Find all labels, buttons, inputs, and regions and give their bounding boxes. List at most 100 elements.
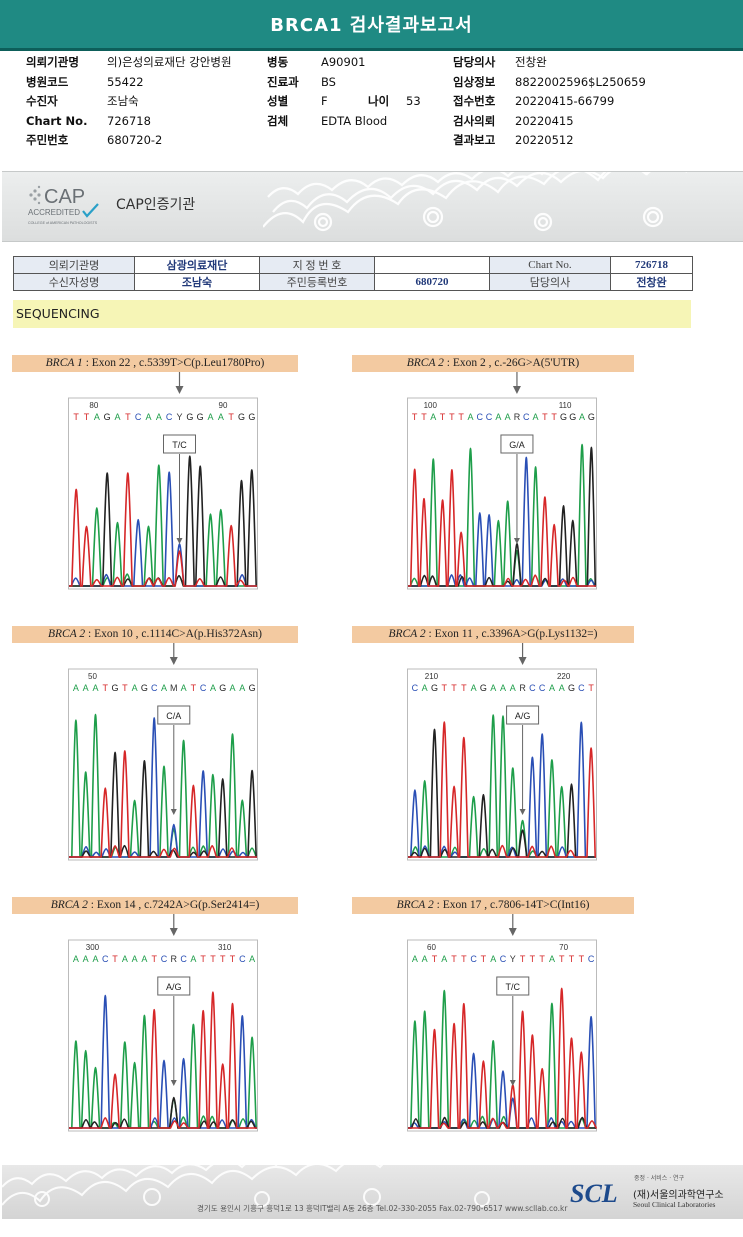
base-call: T xyxy=(520,954,526,964)
base-call: T xyxy=(230,954,236,964)
base-call: A xyxy=(467,412,473,422)
arrow-head-icon xyxy=(512,386,521,394)
trace-T xyxy=(69,472,257,587)
patient-name-value: 조남숙 xyxy=(107,94,139,108)
base-call: G xyxy=(238,412,245,422)
trace-A xyxy=(69,464,257,587)
base-call: T xyxy=(458,412,464,422)
base-call: T xyxy=(112,954,118,964)
cloud-pattern-decoration xyxy=(263,172,687,232)
clinical-info-label: 임상정보 xyxy=(453,74,496,89)
table-cell: 전창완 xyxy=(610,273,693,291)
base-call: G xyxy=(431,683,438,693)
base-call: R xyxy=(171,954,178,964)
request-date-label: 검사의뢰 xyxy=(453,113,496,128)
base-call: A xyxy=(92,683,98,693)
sequencing-section-title: SEQUENCING xyxy=(13,300,691,328)
hospital-name-label: 의뢰기관명 xyxy=(26,55,79,69)
receipt-no-label: 접수번호 xyxy=(453,94,496,108)
patient-summary-table: 의뢰기관명 삼광의료재단 지 정 번 호 Chart No. 726718 수신… xyxy=(13,256,693,291)
call-pointer-icon xyxy=(519,809,526,815)
cap-logo-sub: ACCREDITED xyxy=(28,208,80,217)
base-call: A xyxy=(73,954,79,964)
base-call: G xyxy=(112,683,119,693)
base-call: T xyxy=(551,412,557,422)
sex-label: 성별 xyxy=(267,94,289,108)
table-cell: 수신자성명 xyxy=(13,273,135,291)
patient-name-label: 수진자 xyxy=(26,94,58,108)
trace-G xyxy=(69,455,257,587)
base-call: A xyxy=(422,954,428,964)
table-cell: 680720 xyxy=(374,273,490,291)
table-cell: 조남숙 xyxy=(134,273,260,291)
sex-value: F xyxy=(321,94,328,108)
base-call: A xyxy=(533,412,539,422)
base-call: T xyxy=(530,954,536,964)
base-call: A xyxy=(83,683,89,693)
base-call: T xyxy=(412,412,418,422)
resident-no-label: 주민번호 xyxy=(26,133,69,147)
base-call: A xyxy=(114,412,120,422)
ward-value: A90901 xyxy=(321,55,366,69)
base-call: A xyxy=(141,954,147,964)
base-call: C xyxy=(239,954,246,964)
base-call: C xyxy=(135,412,142,422)
base-call: A xyxy=(412,954,418,964)
call-pointer-icon xyxy=(509,1080,516,1086)
base-call: C xyxy=(151,683,158,693)
department-value: BS xyxy=(321,74,336,89)
call-pointer-icon xyxy=(170,1080,177,1086)
base-call: A xyxy=(430,412,436,422)
genotype-call: G/A xyxy=(509,440,525,450)
report-date-value: 20220512 xyxy=(515,133,574,147)
base-call: A xyxy=(422,683,428,693)
base-call: A xyxy=(490,954,496,964)
trace-G xyxy=(408,1116,596,1129)
base-call: T xyxy=(579,954,585,964)
base-call: T xyxy=(73,412,79,422)
info-col2: 병동 A90901 진료과 BS 성별 F 나이 53 검체 EDTA Blood xyxy=(267,53,421,131)
trace-C xyxy=(69,717,257,858)
call-pointer-icon xyxy=(170,809,177,815)
base-call: R xyxy=(514,412,521,422)
base-call: T xyxy=(442,683,448,693)
table-cell: 삼광의료재단 xyxy=(134,256,260,274)
base-call: A xyxy=(490,683,496,693)
arrow-head-icon xyxy=(169,928,178,936)
cap-logo: CAP ACCREDITED COLLEGE of AMERICAN PATHO… xyxy=(28,185,99,225)
base-call: T xyxy=(210,954,216,964)
position-label: 100 xyxy=(424,401,438,410)
clinical-info-value: 8822002596$L250659 xyxy=(515,74,646,89)
base-call: T xyxy=(432,954,438,964)
variant-description: : Exon 22 , c.5339T>C(p.Leu1780Pro) xyxy=(82,357,265,369)
table-cell xyxy=(374,256,490,274)
base-call: G xyxy=(219,683,226,693)
call-box xyxy=(506,705,540,725)
cap-logo-small: COLLEGE of AMERICAN PATHOLOGISTS xyxy=(28,221,98,225)
base-call: A xyxy=(441,954,447,964)
chromatogram: 50A A A T G T A G C A M A T C A G A A GC/A xyxy=(68,643,258,861)
chart-no-label: Chart No. xyxy=(26,113,88,128)
base-call: T xyxy=(569,954,575,964)
arrow-head-icon xyxy=(518,657,527,665)
base-call: A xyxy=(145,412,151,422)
gene-name: BRCA 2 xyxy=(396,899,434,911)
base-call: G xyxy=(588,412,595,422)
base-call: C xyxy=(470,954,477,964)
gene-name: BRCA 2 xyxy=(47,628,86,640)
base-call: M xyxy=(170,683,178,693)
base-call: A xyxy=(549,683,555,693)
base-call: T xyxy=(103,683,109,693)
ward-label: 병동 xyxy=(267,55,289,69)
base-call: C xyxy=(180,954,187,964)
trace-G xyxy=(408,446,597,587)
position-label: 80 xyxy=(89,401,98,410)
call-box xyxy=(157,705,191,725)
base-call: A xyxy=(505,412,511,422)
footer-address: 경기도 용인시 기흥구 흥덕1로 13 흥덕IT밸리 A동 26층 Tel.02… xyxy=(197,1204,568,1213)
variant-label: BRCA 2 : Exon 10 , c.1114C>A(p.His372Asn… xyxy=(12,626,298,643)
trace-T xyxy=(408,721,596,858)
base-call: C xyxy=(412,683,419,693)
variant-description: : Exon 11 , c.3396A>G(p.Lys1132=) xyxy=(425,628,598,640)
